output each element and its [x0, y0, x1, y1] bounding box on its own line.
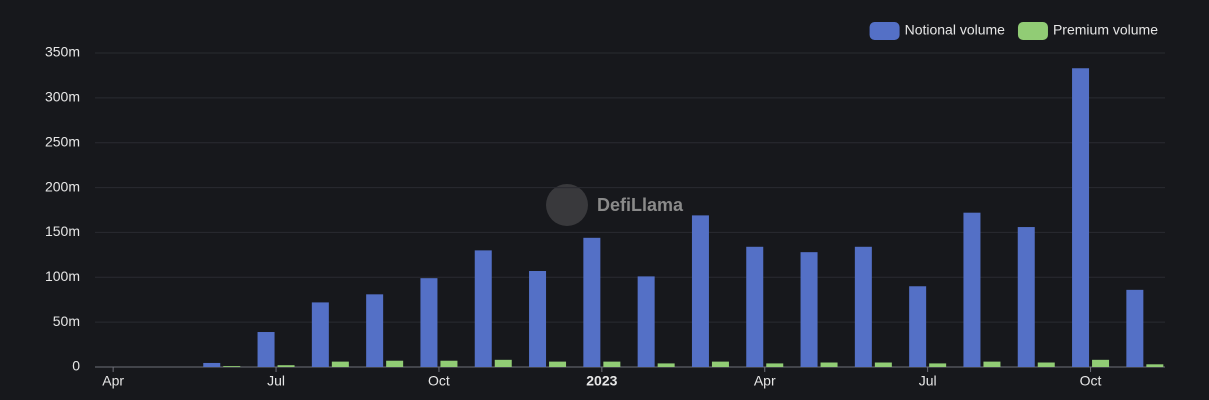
bar [440, 360, 458, 367]
x-tick-label: Jul [919, 373, 937, 389]
x-tick-label: Oct [1080, 373, 1102, 389]
bar [494, 359, 512, 367]
bar [386, 360, 404, 367]
watermark-logo [546, 184, 588, 226]
bar [549, 361, 567, 367]
bar [874, 362, 892, 367]
bar [529, 271, 547, 367]
watermark: DefiLlama [597, 195, 684, 215]
bar [854, 246, 872, 367]
bar [820, 362, 838, 367]
y-tick-label: 350m [45, 44, 80, 60]
legend-swatch[interactable] [869, 22, 900, 40]
bar [929, 363, 947, 367]
bar [983, 361, 1001, 367]
bar [420, 278, 438, 367]
bar [711, 361, 729, 367]
legend-swatch[interactable] [1017, 22, 1048, 40]
bar [1092, 359, 1110, 367]
bar [637, 276, 655, 367]
bar [583, 237, 601, 367]
y-tick-label: 250m [45, 133, 80, 149]
x-tick-label: Oct [428, 373, 450, 389]
x-tick-label: Jul [267, 373, 285, 389]
bar [257, 332, 275, 367]
y-tick-label: 300m [45, 89, 80, 105]
legend-label: Premium volume [1053, 22, 1158, 38]
y-tick-label: 100m [45, 268, 80, 284]
bar [203, 362, 221, 367]
bar [800, 252, 818, 367]
bar [311, 302, 329, 367]
y-tick-label: 50m [53, 313, 80, 329]
bar [603, 361, 621, 367]
x-tick-label: Apr [102, 373, 124, 389]
bar [1037, 362, 1055, 367]
bar [223, 366, 241, 367]
bar [657, 363, 675, 367]
bar [691, 215, 709, 367]
bar [1146, 364, 1164, 367]
y-tick-label: 0 [72, 358, 80, 374]
bar [1017, 227, 1035, 367]
bar [277, 365, 295, 367]
bar [1126, 289, 1144, 367]
bar [909, 286, 927, 367]
bar [963, 212, 981, 367]
y-tick-label: 200m [45, 178, 80, 194]
x-tick-label: Apr [754, 373, 776, 389]
bar [766, 363, 784, 367]
bar [746, 246, 764, 367]
x-tick-label: 2023 [586, 373, 617, 389]
bar [474, 250, 492, 367]
legend-label: Notional volume [905, 22, 1006, 38]
bar [366, 294, 384, 367]
bar [331, 361, 349, 367]
bar [1072, 68, 1090, 367]
y-tick-label: 150m [45, 223, 80, 239]
